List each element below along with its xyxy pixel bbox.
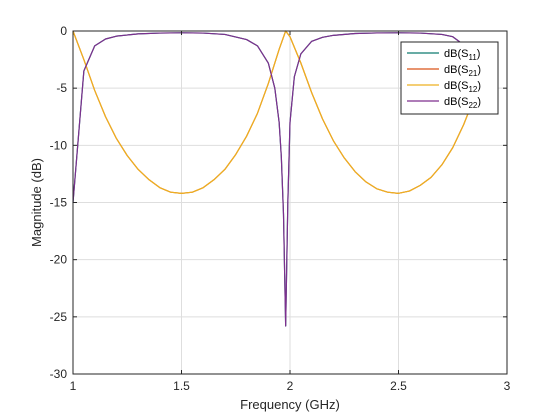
legend-label-main: dB(S	[444, 48, 468, 60]
series-line-22	[72, 32, 476, 327]
x-tick-label: 2	[287, 379, 294, 393]
legend-label: dB(S11)	[444, 48, 480, 62]
legend-label-main: dB(S	[444, 80, 468, 92]
legend-label-subscript: 21	[468, 69, 477, 78]
legend-label-main: dB(S	[444, 96, 468, 108]
legend-item[interactable]: dB(S12)	[407, 80, 481, 94]
x-tick-label: 1	[70, 379, 77, 393]
legend-label-subscript: 22	[468, 101, 477, 110]
y-tick-label: -5	[56, 81, 67, 95]
series-layer	[72, 30, 476, 327]
legend-item[interactable]: dB(S21)	[407, 64, 481, 78]
legend-label-close: )	[477, 48, 481, 60]
y-tick-label: 0	[60, 24, 67, 38]
legend-label-main: dB(S	[444, 64, 468, 76]
legend-label: dB(S22)	[444, 96, 481, 110]
x-tick-label: 3	[504, 379, 511, 393]
legend-label-close: )	[477, 64, 481, 76]
y-tick-label: -25	[50, 310, 68, 324]
legend-label-close: )	[477, 96, 481, 108]
legend[interactable]: dB(S11)dB(S21)dB(S12)dB(S22)	[400, 41, 499, 115]
legend-label: dB(S12)	[444, 80, 481, 94]
x-tick-label: 1.5	[173, 379, 190, 393]
legend-label-subscript: 12	[468, 85, 477, 94]
x-axis-label: Frequency (GHz)	[240, 397, 340, 412]
legend-item[interactable]: dB(S22)	[407, 96, 481, 110]
legend-box	[400, 41, 499, 115]
y-axis-label: Magnitude (dB)	[29, 158, 44, 247]
legend-item[interactable]: dB(S11)	[407, 48, 480, 62]
x-tick-label: 2.5	[390, 379, 407, 393]
ticks: 1 1.5 2 2.5 3 0 -5 -10 -15 -20 -25 -30	[50, 24, 511, 393]
grid	[72, 30, 508, 375]
legend-label-subscript: 11	[468, 53, 477, 62]
y-tick-label: -10	[50, 138, 68, 152]
y-tick-label: -15	[50, 196, 68, 210]
series-line-12	[72, 30, 476, 194]
y-tick-label: -20	[50, 253, 68, 267]
legend-label-close: )	[477, 80, 481, 92]
y-tick-label: -30	[50, 367, 68, 381]
legend-label: dB(S21)	[444, 64, 481, 78]
